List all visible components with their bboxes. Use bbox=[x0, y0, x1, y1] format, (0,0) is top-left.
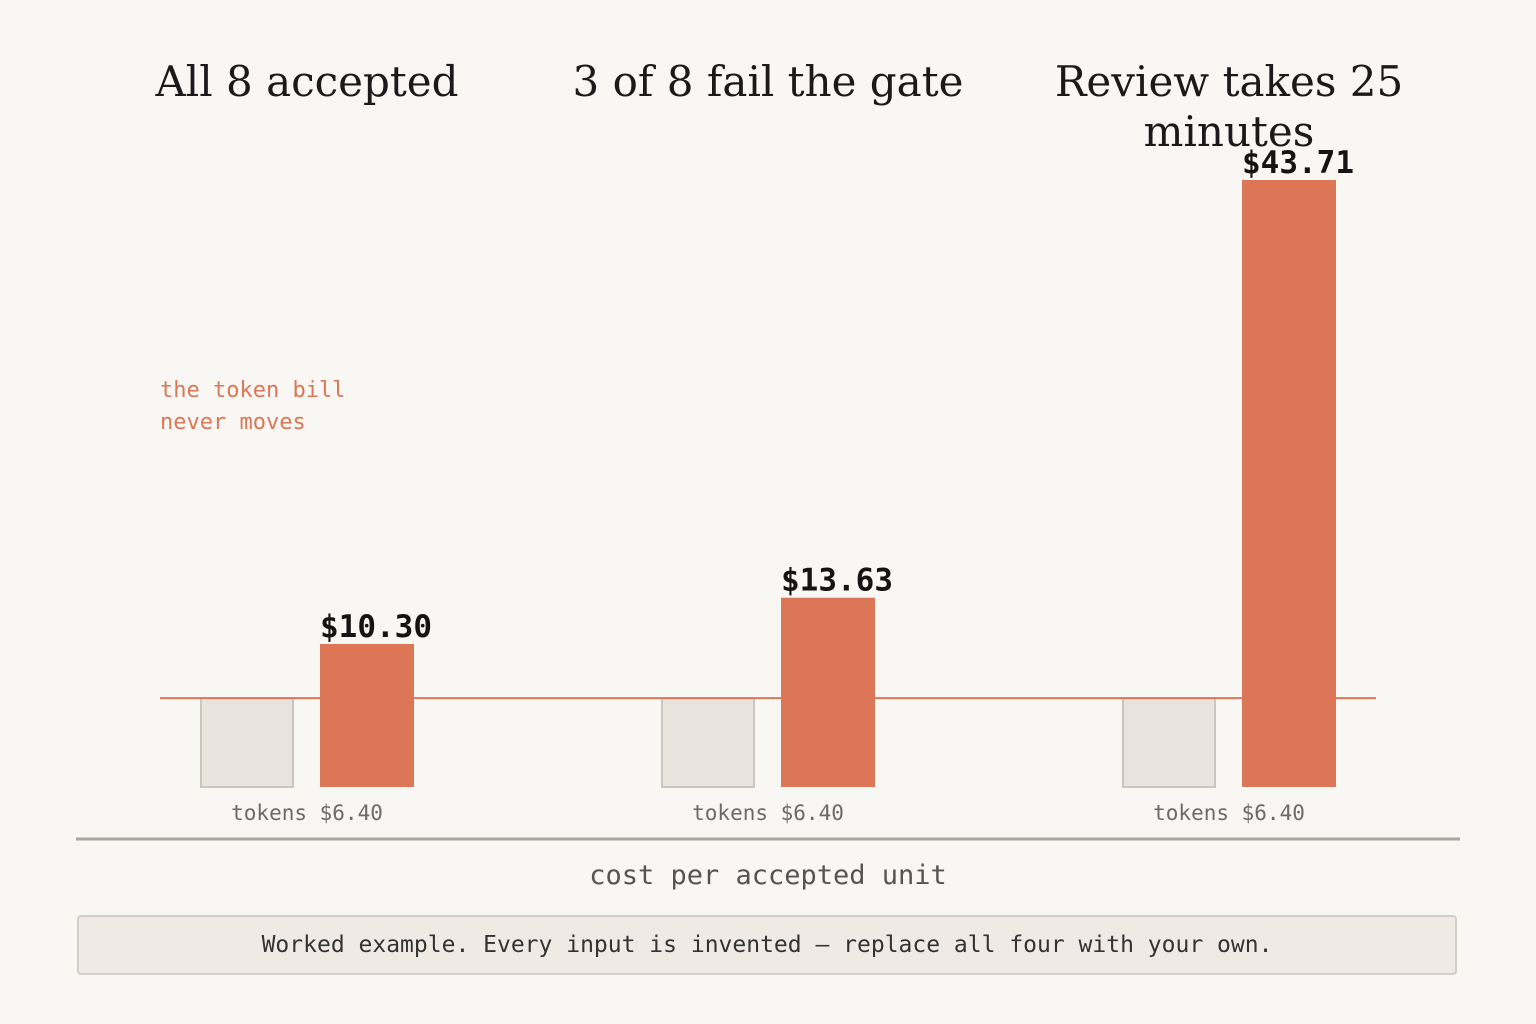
cost-bar bbox=[1242, 180, 1336, 787]
cost-bar bbox=[320, 643, 414, 787]
cost-value-label: $10.30 bbox=[320, 609, 432, 645]
panel-title: Review takes 25 minutes bbox=[1055, 57, 1403, 156]
token-bar bbox=[1122, 697, 1216, 788]
token-value-label: tokens $6.40 bbox=[692, 801, 844, 825]
token-value-label: tokens $6.40 bbox=[231, 801, 383, 825]
panel-title-line: minutes bbox=[1144, 107, 1315, 156]
annotation-line: the token bill bbox=[160, 378, 345, 403]
panel-title: All 8 accepted bbox=[154, 57, 458, 106]
cost-bar bbox=[781, 597, 875, 787]
token-bill-annotation: the token bill never moves bbox=[160, 378, 345, 435]
panel-title-line: All 8 accepted bbox=[154, 57, 458, 106]
token-bar bbox=[661, 697, 755, 788]
footnote-box: Worked example. Every input is invented … bbox=[77, 915, 1457, 975]
panel-title-line: Review takes 25 bbox=[1055, 57, 1403, 106]
footnote-text: Worked example. Every input is invented … bbox=[261, 932, 1273, 958]
panel-title: 3 of 8 fail the gate bbox=[573, 57, 964, 106]
annotation-line: never moves bbox=[160, 410, 306, 435]
token-bar bbox=[200, 697, 294, 788]
panel-title-line: 3 of 8 fail the gate bbox=[573, 57, 964, 106]
token-value-label: tokens $6.40 bbox=[1153, 801, 1305, 825]
cost-value-label: $13.63 bbox=[781, 563, 893, 599]
cost-value-label: $43.71 bbox=[1242, 145, 1354, 181]
x-axis-title: cost per accepted unit bbox=[589, 860, 947, 891]
